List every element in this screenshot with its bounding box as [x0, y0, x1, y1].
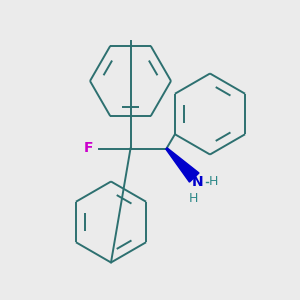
Text: H: H	[189, 191, 198, 205]
Polygon shape	[166, 148, 199, 182]
Text: H: H	[208, 175, 218, 188]
Text: F: F	[83, 142, 93, 155]
Text: N: N	[192, 175, 204, 188]
